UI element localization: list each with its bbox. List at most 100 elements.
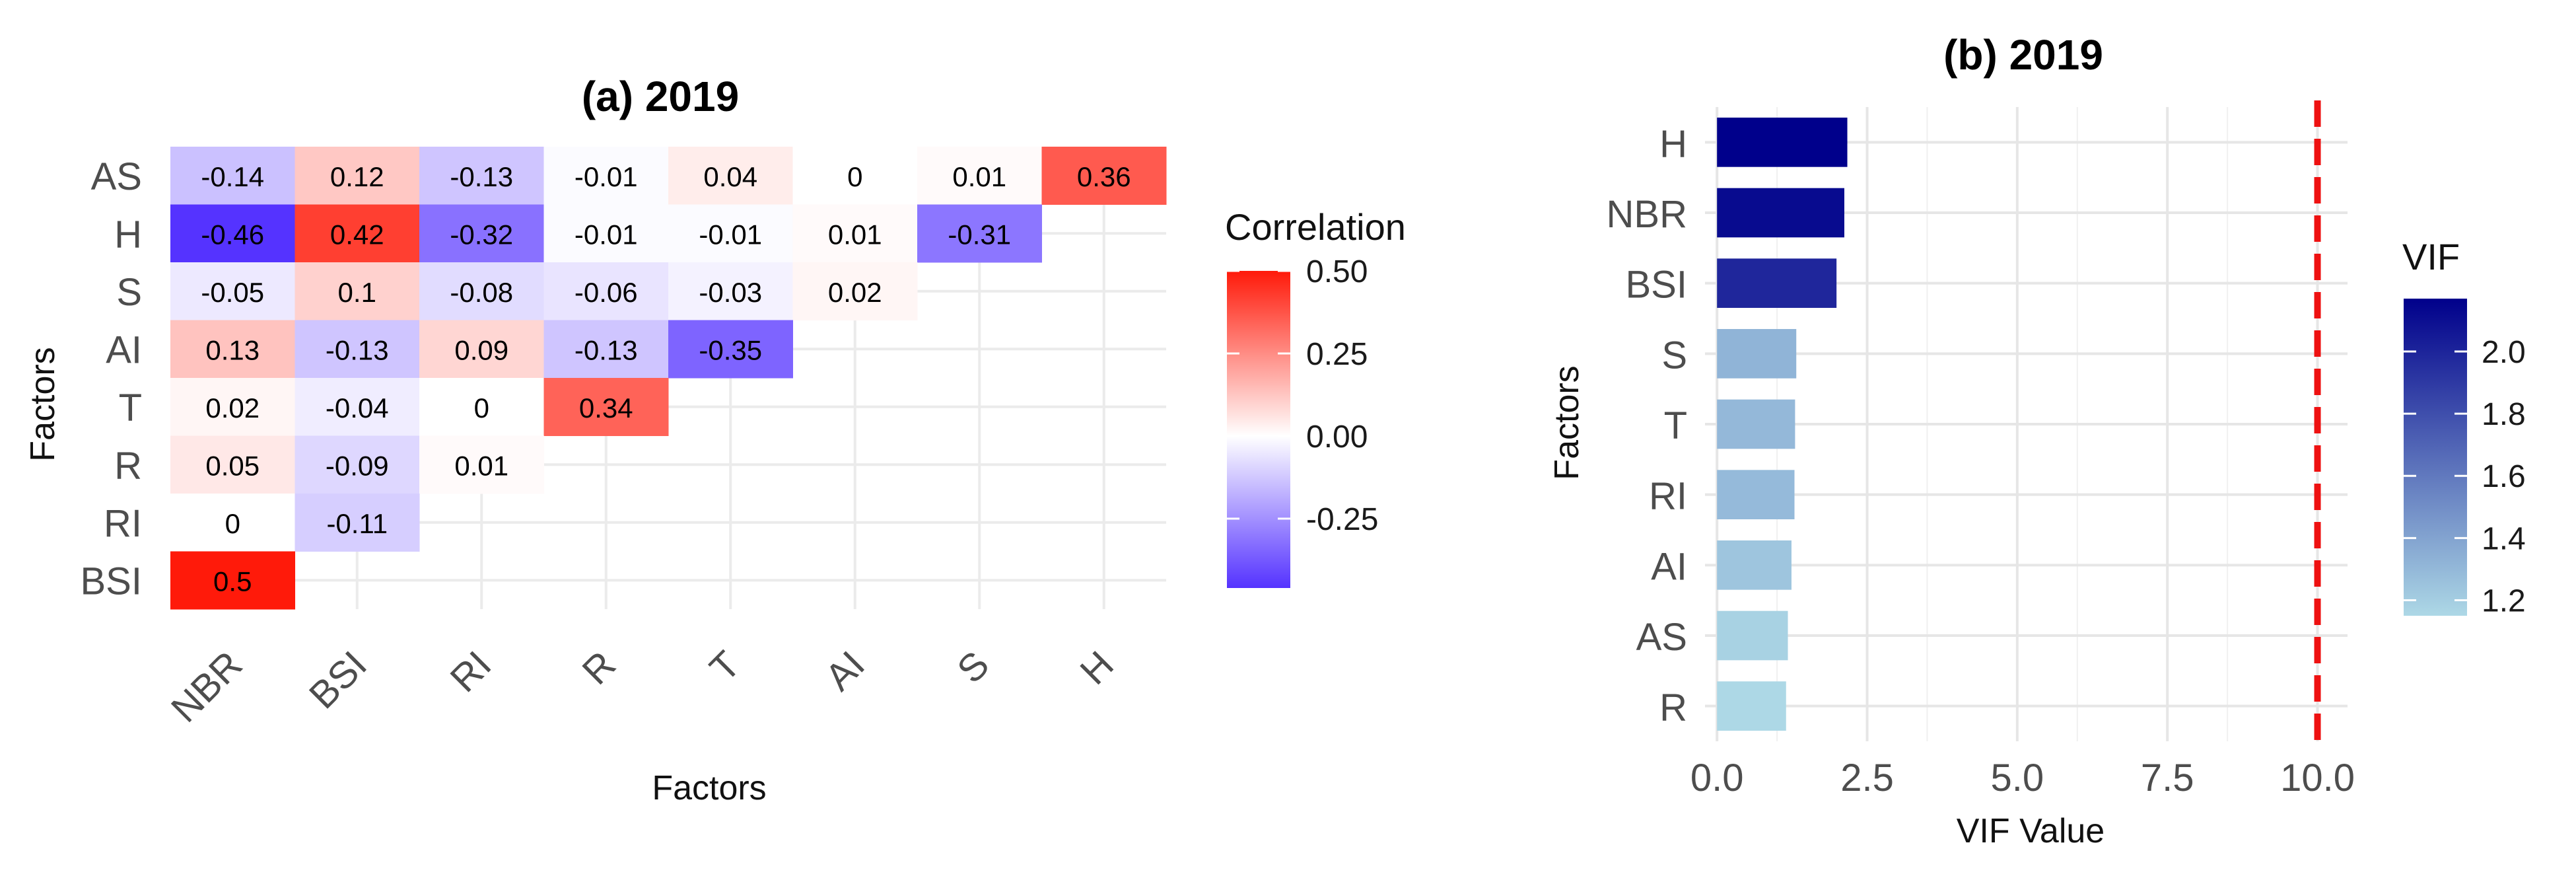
cell-value-label: -0.08 [450,277,513,308]
panel-a-y-ticks: AS HS AI TR RI BSI [81,155,143,603]
heatmap-cell [295,320,420,379]
panel-a-cells: -0.14 0.12 -0.13 -0.01 0.04 0 0.01 0.36 -0.46 0.4… [170,147,1167,610]
cell-value-label: -0.01 [699,219,762,250]
legend-tick-label: 0.00 [1306,420,1368,455]
y-tick-label: H [114,213,142,256]
cell-value-label: 0.01 [828,219,882,250]
panel-a-correlation: (a) 2019 -0.14 0.12 -0.13 -0.01 0.04 0 0.01 0.3… [24,73,1406,807]
vif-bar [1717,610,1788,661]
heatmap-cell [543,378,669,436]
cell-value-label: 0.01 [952,161,1006,192]
cell-value-label: 0.09 [454,334,508,365]
cell-value-label: -0.35 [699,334,762,365]
x-tick-label: R [574,643,624,693]
panel-a-x-ticks: NBR BSI RI R T AI S H [163,643,1122,731]
heatmap-cell [419,435,544,494]
panel-a-title: (a) 2019 [582,73,739,120]
y-tick-label: NBR [1607,193,1687,236]
heatmap-cell [792,147,918,205]
heatmap-cell [419,262,544,320]
panel-a-y-axis-title: Factors [24,347,62,461]
panel-b-vif: (b) 2019 H NBR BSI ST RI AI AS R 0.0 2.5 5.0 7.5 10… [1548,31,2526,850]
legend-tick-label: 1.2 [2482,583,2526,618]
cell-value-label: -0.13 [450,161,513,192]
y-tick-label: AI [1651,545,1687,588]
cell-value-label: -0.01 [574,219,638,250]
panel-b-y-axis-title: Factors [1548,365,1586,480]
x-tick-label: 2.5 [1840,756,1894,799]
cell-value-label: -0.03 [699,277,762,308]
vif-bar [1717,540,1792,590]
cell-value-label: -0.04 [326,392,389,424]
y-tick-label: H [1659,122,1687,165]
vif-bar [1717,681,1786,731]
y-tick-label: T [119,387,142,429]
cell-value-label: 0 [474,392,489,424]
heatmap-cell [543,204,669,263]
cell-value-label: 0.1 [338,277,376,308]
heatmap-cell [668,320,793,379]
legend-tick-label: -0.25 [1306,502,1378,537]
heatmap-cell [170,494,295,552]
heatmap-cell [170,378,295,436]
legend-tick-label: 1.4 [2482,521,2526,556]
cell-value-label: -0.11 [326,508,388,539]
legend-tick-label: 1.8 [2482,397,2526,432]
cell-value-label: 0.5 [213,566,252,597]
heatmap-cell [295,378,420,436]
y-tick-label: R [114,444,142,487]
y-tick-label: BSI [81,560,143,603]
panel-a-x-axis-title: Factors [652,769,766,807]
heatmap-cell [419,204,544,263]
y-tick-label: RI [104,502,142,545]
heatmap-cell [543,262,669,320]
cell-value-label: 0.01 [454,450,508,481]
heatmap-cell [792,204,918,263]
heatmap-cell [170,262,295,320]
cell-value-label: 0 [847,161,862,192]
heatmap-cell [170,204,295,263]
panel-b-x-axis-title: VIF Value [1957,812,2105,850]
heatmap-cell [419,320,544,379]
heatmap-cell [917,147,1042,205]
cell-value-label: 0.02 [205,392,260,424]
cell-value-label: 0.02 [828,277,882,308]
vif-bar [1717,470,1795,519]
heatmap-cell [1041,147,1167,205]
correlation-colorbar [1227,271,1290,588]
x-tick-label: RI [442,643,499,700]
vif-legend-ticks: 2.0 1.8 1.6 1.4 1.2 [2404,335,2526,618]
y-tick-label: RI [1649,475,1687,518]
heatmap-cell [295,435,420,494]
panel-b-bars [1717,118,1848,731]
heatmap-cell [917,204,1042,263]
correlation-legend-title: Correlation [1225,206,1406,248]
heatmap-cell [543,147,669,205]
cell-value-label: -0.01 [574,161,638,192]
cell-value-label: 0.34 [579,392,633,424]
vif-bar [1717,118,1848,167]
correlation-legend-ticks: 0.50 0.25 0.00 -0.25 [1227,254,1378,537]
y-tick-label: T [1664,404,1687,447]
cell-value-label: -0.05 [201,277,264,308]
cell-value-label: -0.13 [574,334,638,365]
x-tick-label: BSI [301,643,375,717]
heatmap-cell [668,204,793,263]
legend-tick-label: 0.50 [1306,254,1368,289]
x-tick-label: 0.0 [1690,756,1744,799]
heatmap-cell [170,551,295,610]
cell-value-label: -0.06 [574,277,638,308]
panel-b-title: (b) 2019 [1943,31,2103,79]
cell-value-label: -0.31 [948,219,1011,250]
heatmap-cell [295,262,420,320]
heatmap-cell [792,262,918,320]
vif-legend: VIF 2.0 1.8 1.6 1.4 1.2 [2402,236,2526,618]
cell-value-label: 0.05 [205,450,260,481]
x-tick-label: S [949,643,997,691]
correlation-legend: Correlation 0.50 0.25 0.00 -0.25 [1225,206,1406,588]
cell-value-label: 0 [225,508,240,539]
vif-bar [1717,399,1795,449]
heatmap-cell [419,147,544,205]
cell-value-label: -0.32 [450,219,513,250]
legend-tick-label: 0.25 [1306,337,1368,372]
